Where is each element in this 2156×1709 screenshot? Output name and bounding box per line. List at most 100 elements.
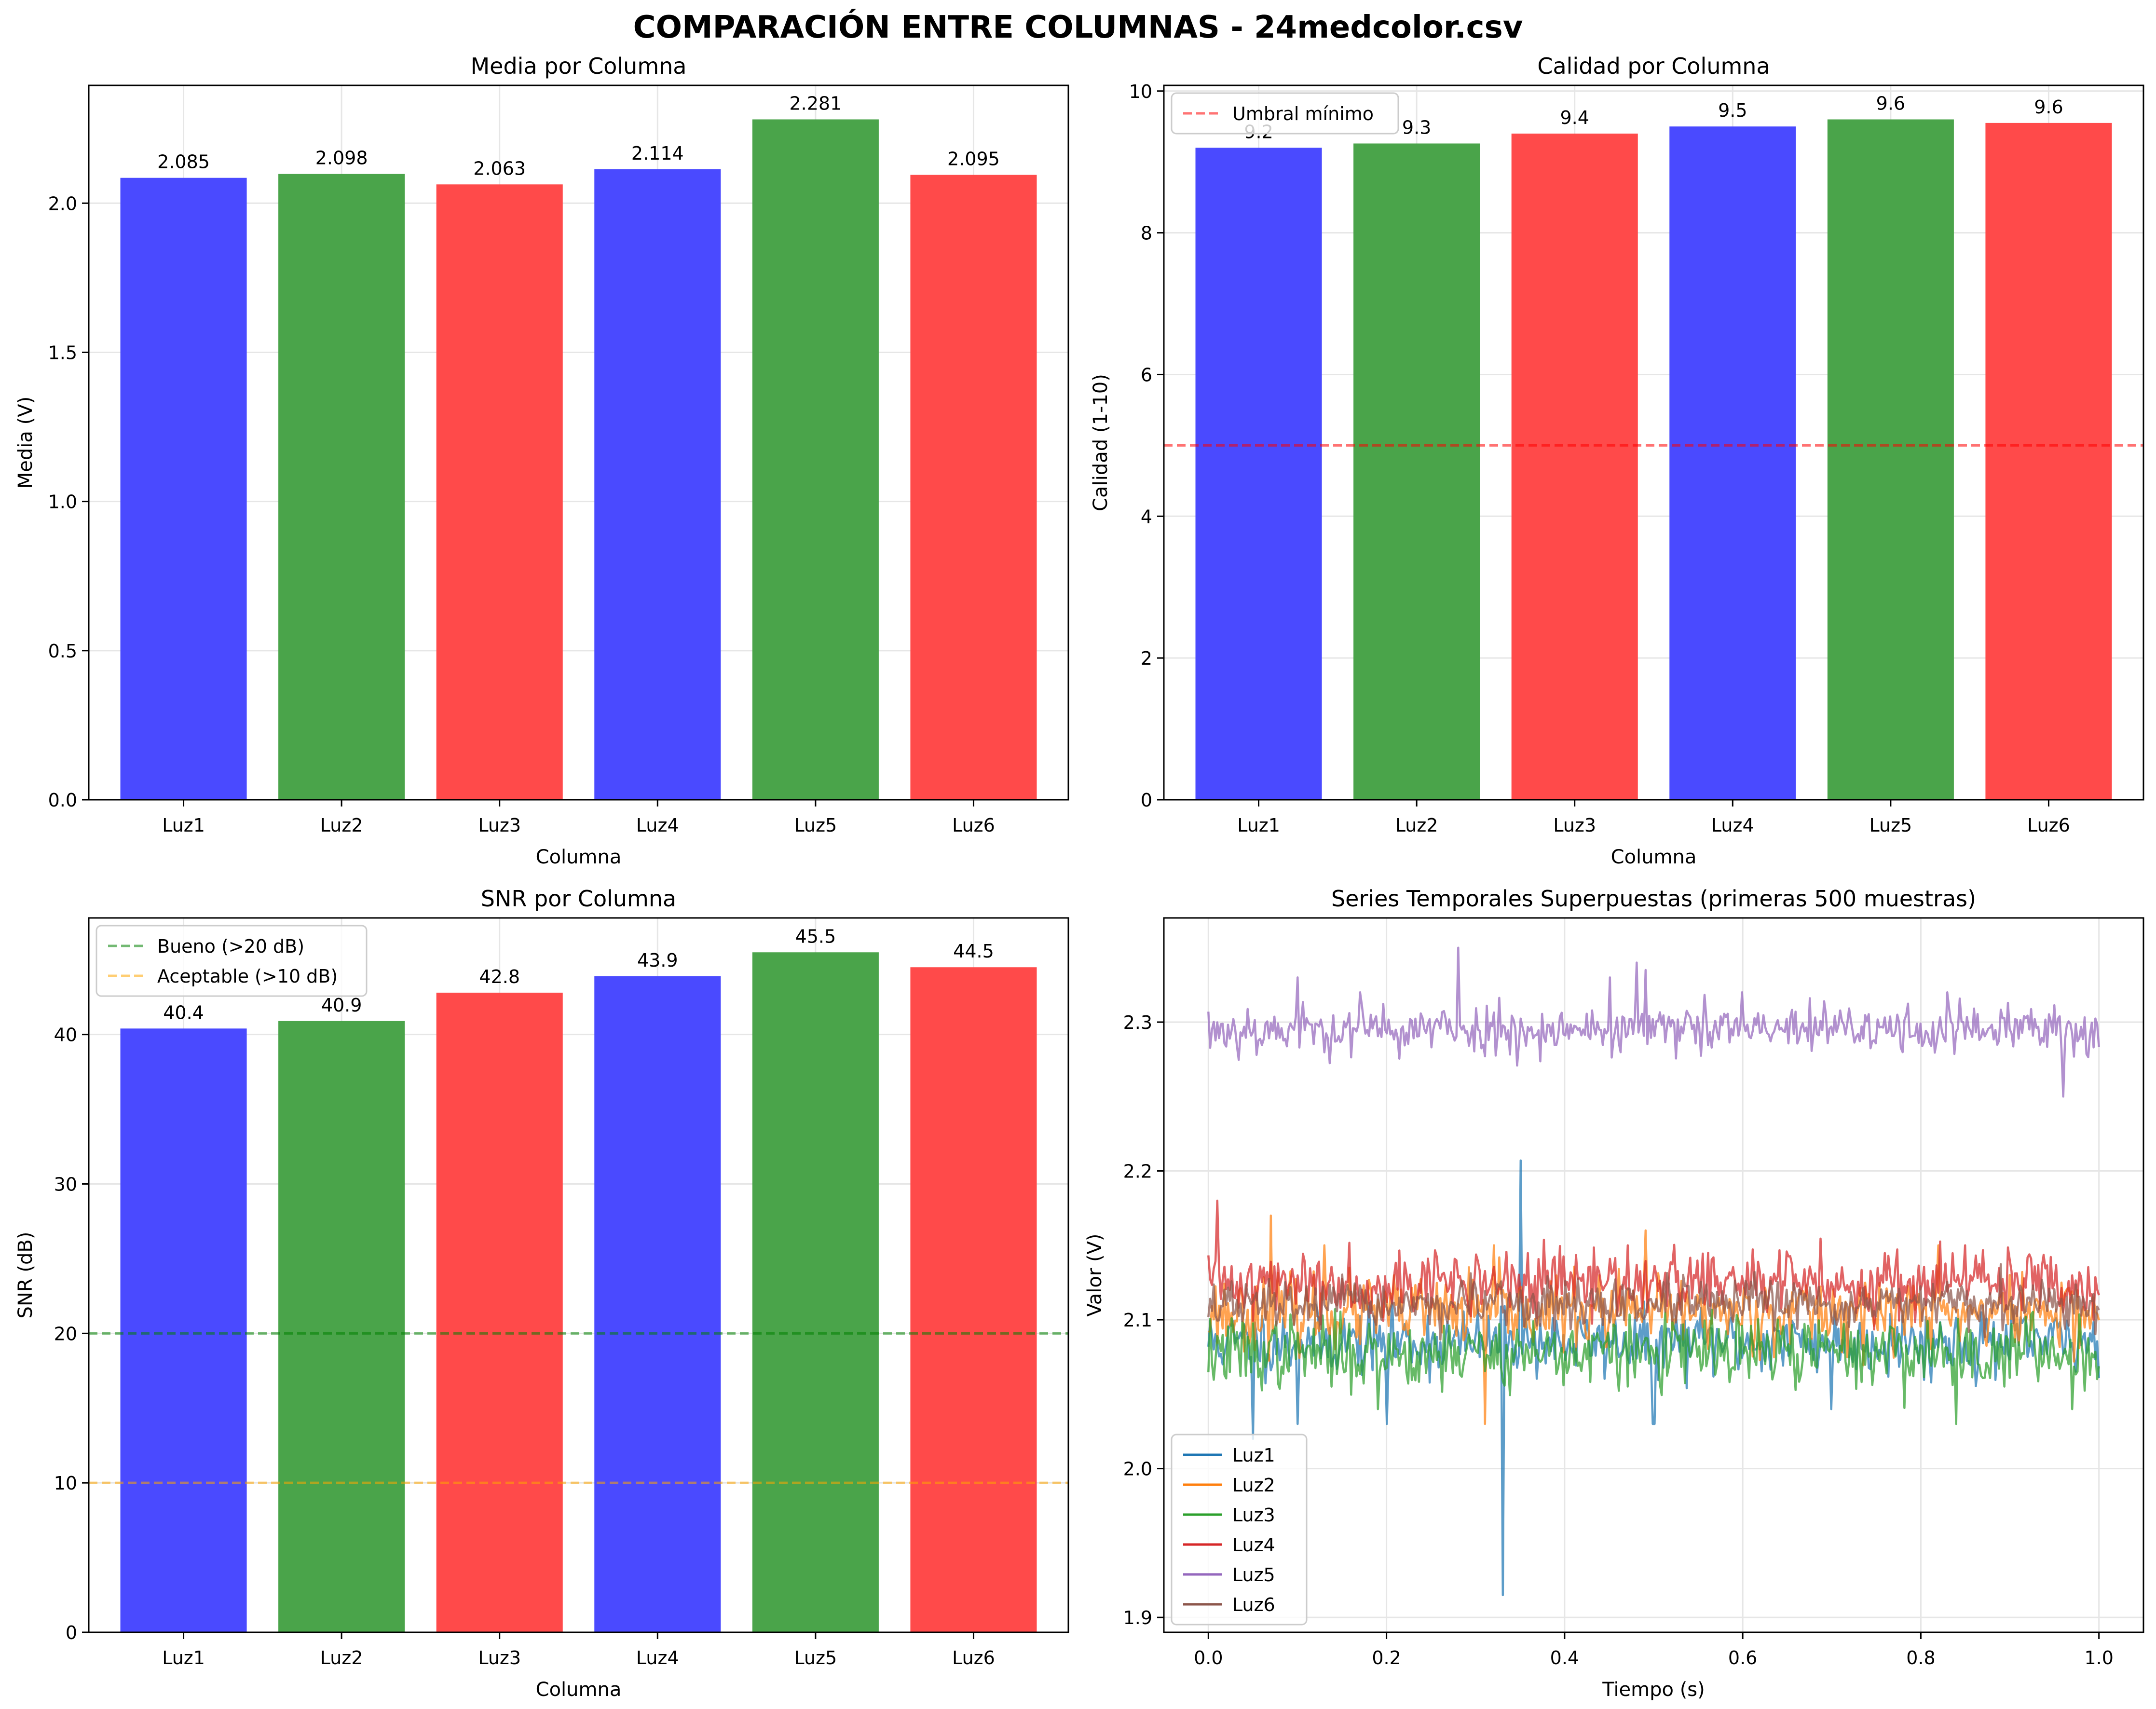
bar-luz1 — [1195, 148, 1322, 800]
bar-value-label: 9.6 — [2034, 96, 2063, 118]
y-axis-label: Media (V) — [14, 396, 37, 489]
legend: Luz1 Luz2 Luz3 Luz4 Luz5 Luz6 — [1171, 1434, 1308, 1626]
x-tick-label: Luz5 — [1869, 815, 1912, 836]
y-tick-label: 2 — [1141, 648, 1152, 669]
y-axis-label: Valor (V) — [1084, 1233, 1106, 1316]
y-tick-label: 2.3 — [1123, 1012, 1152, 1033]
y-tick-label: 10 — [54, 1473, 77, 1494]
x-tick-label: Luz5 — [794, 815, 837, 836]
bar-value-label: 9.3 — [1402, 117, 1431, 138]
bar-value-label: 43.9 — [637, 950, 678, 971]
bar-luz6 — [1985, 123, 2112, 800]
x-tick-label: 0.2 — [1372, 1647, 1401, 1668]
legend-entry: Luz2 — [1232, 1475, 1275, 1496]
y-tick-label: 2.0 — [1123, 1459, 1152, 1480]
x-tick-label: Luz6 — [952, 815, 995, 836]
y-tick-label: 6 — [1141, 364, 1152, 385]
x-tick-label: 0.8 — [1906, 1647, 1935, 1668]
legend-entry: Luz6 — [1232, 1594, 1275, 1615]
bar-value-label: 2.281 — [789, 93, 842, 114]
bar-value-label: 9.6 — [1876, 93, 1905, 114]
bar-luz2 — [278, 174, 405, 800]
axes-frame — [88, 84, 1069, 801]
panel-title: Series Temporales Superpuestas (primeras… — [1331, 886, 1976, 912]
x-tick-label: 0.0 — [1194, 1647, 1223, 1668]
x-tick-label: Luz6 — [952, 1647, 995, 1668]
legend-box — [1171, 92, 1399, 135]
x-tick-label: Luz4 — [1711, 815, 1754, 836]
bar-luz5 — [752, 952, 879, 1632]
x-tick-label: Luz6 — [2027, 815, 2070, 836]
bar-value-label: 40.4 — [163, 1002, 204, 1023]
bar-luz3 — [1511, 133, 1638, 800]
series-line-luz3 — [1207, 1308, 2100, 1425]
x-axis-label: Tiempo (s) — [1602, 1679, 1705, 1701]
y-tick-label: 1.5 — [48, 342, 77, 363]
bar-luz2 — [278, 1021, 405, 1632]
x-tick-label: 0.6 — [1728, 1647, 1757, 1668]
legend-entry: Luz4 — [1232, 1534, 1275, 1556]
series-line-luz4 — [1207, 1199, 2100, 1331]
legend-entry: Luz5 — [1232, 1564, 1275, 1586]
series-line-luz6 — [1207, 1263, 2100, 1341]
bar-value-label: 2.114 — [631, 143, 684, 164]
y-tick-label: 1.0 — [48, 492, 77, 513]
bar-luz4 — [1669, 126, 1796, 800]
axes-frame — [1163, 84, 2144, 801]
x-tick-label: Luz2 — [320, 815, 363, 836]
x-tick-label: Luz1 — [162, 815, 205, 836]
y-tick-label: 2.2 — [1123, 1161, 1152, 1182]
legend: Umbral mínimo — [1171, 92, 1399, 135]
y-axis-label: SNR (dB) — [14, 1232, 37, 1319]
panel-title: Calidad por Columna — [1537, 53, 1770, 79]
bar-value-label: 45.5 — [795, 926, 836, 947]
bar-value-label: 9.4 — [1560, 107, 1589, 128]
x-tick-label: Luz2 — [1395, 815, 1438, 836]
axes-frame — [1163, 917, 2144, 1633]
y-tick-label: 4 — [1141, 506, 1152, 527]
y-tick-label: 10 — [1129, 81, 1152, 102]
legend-box — [96, 925, 368, 997]
bar-value-label: 2.098 — [315, 148, 368, 169]
bar-value-label: 2.063 — [473, 158, 526, 179]
chart-panel-2: SNR por Columna 0 10 20 30 40 Columna SNR (dB) 4… — [14, 886, 1069, 1701]
panel-title: SNR por Columna — [481, 886, 676, 912]
legend: Bueno (>20 dB) Aceptable (>10 dB) — [96, 925, 368, 997]
x-axis-label: Columna — [536, 846, 622, 868]
bar-luz5 — [752, 119, 879, 800]
legend-entry: Umbral mínimo — [1232, 103, 1374, 124]
x-tick-label: Luz5 — [794, 1647, 837, 1668]
x-tick-label: 0.4 — [1550, 1647, 1579, 1668]
chart-panel-1: Calidad por Columna 0 2 4 6 8 10 Columna Calidad… — [1090, 53, 2144, 868]
bar-value-label: 2.085 — [157, 151, 210, 173]
panel-title: Media por Columna — [470, 53, 686, 79]
y-tick-label: 2.0 — [48, 193, 77, 214]
bar-value-label: 44.5 — [953, 941, 994, 962]
bar-luz4 — [594, 976, 721, 1632]
x-axis-label: Columna — [536, 1679, 622, 1701]
x-tick-label: 1.0 — [2084, 1647, 2113, 1668]
y-tick-label: 8 — [1141, 223, 1152, 244]
bar-luz1 — [120, 1028, 247, 1632]
series-line-luz5 — [1207, 946, 2100, 1098]
bar-luz3 — [436, 184, 563, 800]
bar-value-label: 42.8 — [479, 966, 520, 987]
y-tick-label: 0 — [1141, 790, 1152, 811]
x-tick-label: Luz2 — [320, 1647, 363, 1668]
y-tick-label: 0.0 — [48, 790, 77, 811]
bar-value-label: 40.9 — [321, 995, 362, 1016]
legend-entry: Luz1 — [1232, 1445, 1275, 1466]
bar-luz5 — [1827, 119, 1954, 800]
legend-box — [1171, 1434, 1308, 1626]
bar-luz3 — [436, 992, 563, 1632]
chart-panel-0: Media por Columna 0.0 0.5 1.0 1.5 2.0 Columna M… — [14, 53, 1069, 868]
x-tick-label: Luz3 — [478, 1647, 521, 1668]
legend-entry: Bueno (>20 dB) — [157, 936, 304, 957]
legend-entry: Aceptable (>10 dB) — [157, 966, 338, 987]
bar-luz1 — [120, 178, 247, 800]
y-axis-label: Calidad (1-10) — [1090, 374, 1112, 511]
axes-frame — [88, 917, 1069, 1633]
legend-entry: Luz3 — [1232, 1504, 1275, 1526]
y-tick-label: 0.5 — [48, 641, 77, 662]
